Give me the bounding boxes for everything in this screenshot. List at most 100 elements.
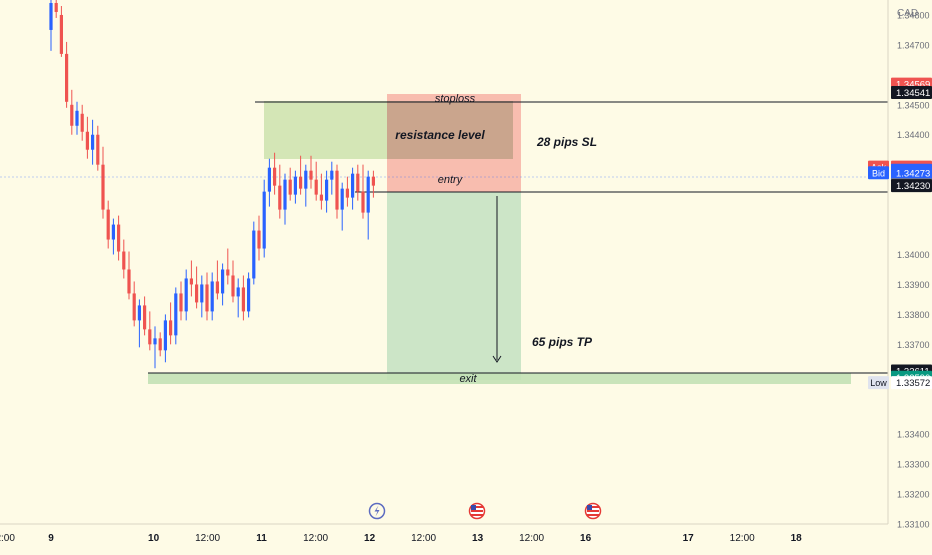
resistance-zone[interactable] xyxy=(387,101,513,159)
candle[interactable] xyxy=(96,125,100,171)
candle-body xyxy=(356,173,360,192)
candle[interactable] xyxy=(205,272,209,321)
candle[interactable] xyxy=(309,155,313,189)
badge-bg xyxy=(891,86,932,100)
candle[interactable] xyxy=(195,266,199,309)
candle[interactable] xyxy=(252,221,256,285)
candle[interactable] xyxy=(49,0,53,51)
badge-bg xyxy=(891,166,932,180)
us-flag-icon[interactable] xyxy=(468,502,486,520)
candle[interactable] xyxy=(335,164,339,219)
time-tick-label: 12:00 xyxy=(303,533,328,544)
candle[interactable] xyxy=(75,101,79,135)
candle[interactable] xyxy=(288,167,292,201)
candle[interactable] xyxy=(361,164,365,219)
candle-body xyxy=(184,278,188,312)
candle[interactable] xyxy=(345,176,349,207)
candle-body xyxy=(335,170,339,210)
candle[interactable] xyxy=(101,146,105,219)
candle[interactable] xyxy=(184,269,188,321)
exit-zone[interactable] xyxy=(148,373,851,384)
candle-body xyxy=(283,179,287,210)
candle[interactable] xyxy=(371,170,375,198)
candle[interactable] xyxy=(163,314,167,363)
candle[interactable] xyxy=(132,281,136,327)
candle[interactable] xyxy=(283,173,287,225)
candle[interactable] xyxy=(143,296,147,336)
candle[interactable] xyxy=(174,287,178,345)
badge-price-label: 1.34273 xyxy=(896,168,930,179)
candle[interactable] xyxy=(148,311,152,351)
candle[interactable] xyxy=(179,281,183,321)
candle[interactable] xyxy=(169,302,173,345)
candle[interactable] xyxy=(226,248,230,285)
candle[interactable] xyxy=(319,173,323,210)
price-tick-label: 1.34800 xyxy=(897,10,930,20)
candle-body xyxy=(215,281,219,294)
candle[interactable] xyxy=(70,89,74,135)
candle[interactable] xyxy=(236,278,240,318)
candle[interactable] xyxy=(267,158,271,207)
candle[interactable] xyxy=(158,332,162,357)
candle[interactable] xyxy=(325,170,329,213)
candle-body xyxy=(371,176,375,186)
candle[interactable] xyxy=(210,272,214,321)
candle[interactable] xyxy=(241,275,245,321)
time-tick-label: 11 xyxy=(256,533,267,544)
candle[interactable] xyxy=(117,215,121,261)
candle-body xyxy=(111,224,115,240)
candle-body xyxy=(226,269,230,276)
candle[interactable] xyxy=(304,164,308,207)
us-flag-icon[interactable] xyxy=(584,502,602,520)
candle[interactable] xyxy=(314,161,318,201)
candle[interactable] xyxy=(80,104,84,141)
candles[interactable] xyxy=(49,0,375,369)
candle-body xyxy=(325,179,329,201)
candle-body xyxy=(101,164,105,210)
candle-body xyxy=(65,53,69,102)
candle[interactable] xyxy=(127,251,131,300)
candle[interactable] xyxy=(330,161,334,195)
tp-arrow-head-icon xyxy=(492,355,502,363)
candle[interactable] xyxy=(340,182,344,231)
candle[interactable] xyxy=(153,326,157,369)
takeprofit-zone[interactable] xyxy=(387,192,521,380)
candle[interactable] xyxy=(54,0,58,18)
candle[interactable] xyxy=(299,155,303,195)
candle[interactable] xyxy=(122,239,126,279)
time-axis-ticks[interactable]: 12:00 9 10 12:00 11 12:00 12 12:00 13 12:00 16 17 12… xyxy=(0,533,802,544)
candle[interactable] xyxy=(106,200,110,249)
price-tick-label: 1.33200 xyxy=(897,490,930,500)
candle[interactable] xyxy=(65,41,69,108)
candle[interactable] xyxy=(231,260,235,303)
badge-side-label: Bid xyxy=(872,168,885,178)
candle[interactable] xyxy=(85,116,89,159)
candle[interactable] xyxy=(111,218,115,255)
candle[interactable] xyxy=(366,170,370,240)
candle[interactable] xyxy=(189,260,193,297)
candle[interactable] xyxy=(278,164,282,219)
lightning-icon[interactable] xyxy=(368,502,386,520)
time-tick-label: 16 xyxy=(580,533,592,544)
candle[interactable] xyxy=(221,263,225,306)
candle[interactable] xyxy=(356,164,360,201)
candle[interactable] xyxy=(91,119,95,165)
candle[interactable] xyxy=(215,260,219,300)
price-tick-label: 1.34500 xyxy=(897,100,930,110)
candle[interactable] xyxy=(257,215,261,261)
resistance-label: resistance level xyxy=(395,128,485,142)
candle-body xyxy=(278,185,282,210)
candle[interactable] xyxy=(59,5,63,57)
candle[interactable] xyxy=(200,275,204,318)
candle[interactable] xyxy=(262,179,266,258)
candle[interactable] xyxy=(273,152,277,195)
time-tick-label: 18 xyxy=(791,533,803,544)
candle[interactable] xyxy=(351,167,355,210)
candle-body xyxy=(210,281,214,312)
candle[interactable] xyxy=(293,170,297,204)
candle-body xyxy=(179,293,183,312)
candle[interactable] xyxy=(247,272,251,318)
candle[interactable] xyxy=(137,299,141,348)
